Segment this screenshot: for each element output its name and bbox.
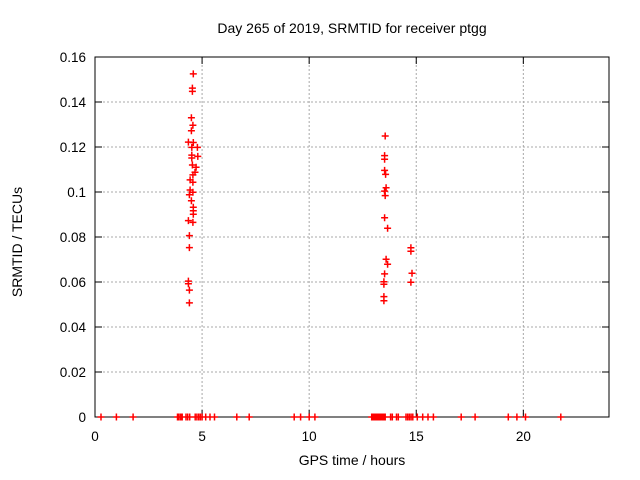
chart-title: Day 265 of 2019, SRMTID for receiver ptg…: [217, 20, 487, 36]
y-tick-label: 0.04: [60, 320, 87, 335]
y-tick-label: 0.02: [60, 365, 86, 380]
y-tick-label: 0.16: [60, 50, 86, 65]
x-tick-label: 20: [516, 429, 531, 444]
x-tick-label: 15: [409, 429, 424, 444]
x-axis-label: GPS time / hours: [298, 452, 406, 468]
y-tick-label: 0.14: [60, 95, 87, 110]
y-tick-label: 0.06: [60, 275, 86, 290]
x-tick-label: 5: [198, 429, 206, 444]
data-points: [97, 70, 565, 421]
x-tick-label: 10: [302, 429, 317, 444]
x-tick-label: 0: [91, 429, 99, 444]
y-tick-label: 0.1: [67, 185, 86, 200]
y-tick-label: 0.12: [60, 140, 86, 155]
y-tick-label: 0.08: [60, 230, 86, 245]
y-tick-label: 0: [78, 410, 86, 425]
